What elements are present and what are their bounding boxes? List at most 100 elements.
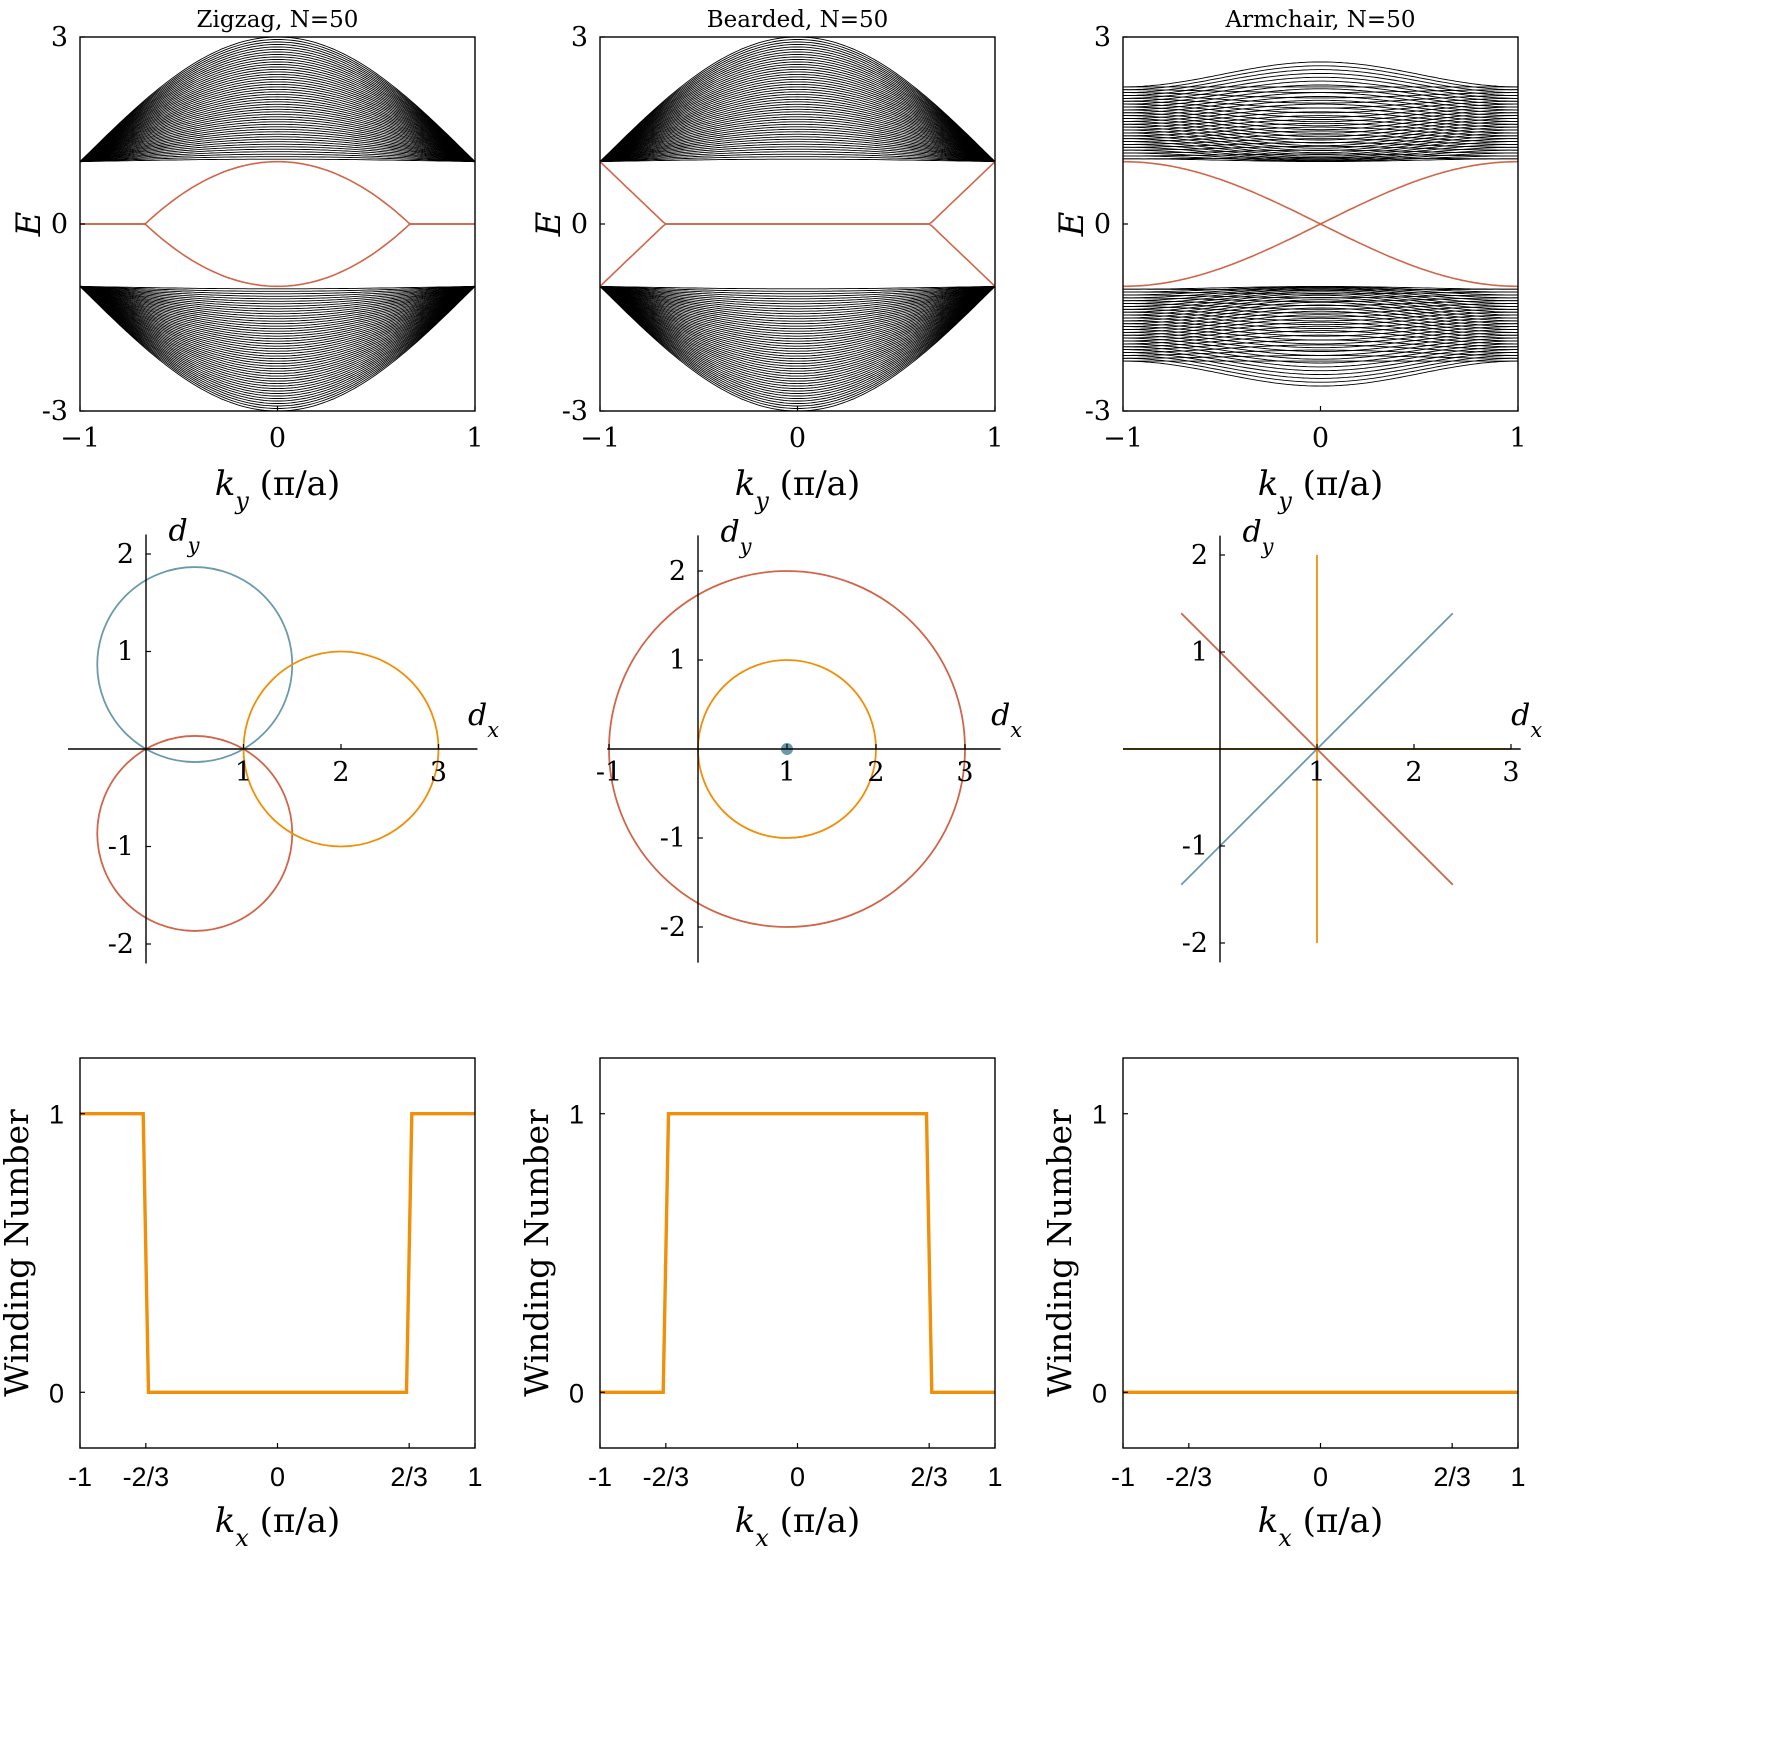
bulk-band xyxy=(600,141,995,163)
bulk-band xyxy=(1123,126,1518,147)
bulk-band xyxy=(1123,310,1518,330)
bulk-band xyxy=(80,285,475,317)
bulk-band xyxy=(600,285,995,312)
bulk-band xyxy=(600,61,995,163)
bulk-band xyxy=(600,78,995,163)
bulk-band xyxy=(80,285,475,372)
y-tick-label: 1 xyxy=(1191,637,1208,668)
x-tick-label: 2 xyxy=(332,757,349,788)
x-tick-label: 0 xyxy=(270,1462,285,1492)
bulk-band xyxy=(600,285,995,382)
d-x-axis-label: dx xyxy=(1511,698,1542,742)
bulk-band xyxy=(1123,130,1518,140)
bulk-band xyxy=(80,116,475,163)
bulk-band xyxy=(80,285,475,357)
bulk-band xyxy=(1123,323,1518,337)
x-tick-label: 1 xyxy=(1509,423,1526,454)
bulk-band xyxy=(80,46,475,163)
band-curves xyxy=(1123,61,1518,387)
bulk-band xyxy=(600,285,995,355)
winding-panel-1: 1 0 -1 -2/3 0 2/3 1 Winding Number kx (π/a) xyxy=(0,1057,483,1552)
d-y-axis-label: dy xyxy=(720,514,752,558)
bulk-band xyxy=(1123,100,1518,114)
bulk-band xyxy=(1123,155,1518,162)
bulk-band xyxy=(600,285,995,322)
bulk-band xyxy=(600,285,995,390)
y-tick-label: -1 xyxy=(660,823,686,854)
y-tick-label: 0 xyxy=(51,209,68,240)
y-tick-label: 2 xyxy=(669,556,686,587)
bulk-band xyxy=(600,285,995,315)
d-x-axis-label: dx xyxy=(468,698,499,742)
bulk-band xyxy=(1123,132,1518,152)
bulk-band xyxy=(80,54,475,163)
x-tick-label: 3 xyxy=(956,757,973,788)
bulk-band xyxy=(80,81,475,163)
edge-state xyxy=(600,161,995,225)
bulk-band xyxy=(80,98,475,163)
bulk-band xyxy=(1123,292,1518,310)
bulk-band xyxy=(80,151,475,163)
bulk-band xyxy=(80,285,475,360)
bulk-band xyxy=(80,285,475,377)
bulk-band xyxy=(600,285,995,342)
bulk-band xyxy=(80,285,475,292)
y-tick-label: 3 xyxy=(1094,22,1111,53)
bulk-band xyxy=(1123,314,1518,326)
bulk-band xyxy=(80,126,475,163)
bulk-band xyxy=(600,285,995,392)
bulk-band xyxy=(80,83,475,163)
bulk-band xyxy=(1123,120,1518,141)
d-space-panel-2: -1 1 2 3 2 1 -1 -2 dx dy xyxy=(596,514,1022,963)
bulk-band xyxy=(80,121,475,163)
edge-state xyxy=(80,223,475,288)
bulk-band xyxy=(600,151,995,163)
bulk-band xyxy=(80,285,475,332)
bulk-band xyxy=(1123,339,1518,351)
bulk-band xyxy=(600,66,995,163)
x-tick-label: -2/3 xyxy=(643,1462,690,1492)
bulk-band xyxy=(600,285,995,399)
x-tick-label: 1 xyxy=(466,423,483,454)
bulk-band xyxy=(600,285,995,317)
x-axis-label: kx (π/a) xyxy=(735,1501,860,1552)
bulk-band xyxy=(600,153,995,163)
bulk-band xyxy=(80,285,475,387)
x-tick-label: −1 xyxy=(60,423,100,454)
bulk-band xyxy=(80,285,475,297)
bulk-band xyxy=(600,285,995,385)
bulk-band xyxy=(80,158,475,163)
bulk-band xyxy=(80,138,475,163)
bulk-band xyxy=(600,91,995,163)
bulk-band xyxy=(1123,308,1518,318)
bulk-band xyxy=(600,93,995,163)
y-axis-label: Winding Number xyxy=(517,1109,556,1397)
bulk-band xyxy=(80,285,475,375)
x-tick-label: -1 xyxy=(1111,1462,1135,1492)
bulk-band xyxy=(600,133,995,163)
bulk-band xyxy=(80,44,475,163)
bulk-band xyxy=(80,285,475,290)
bulk-band xyxy=(1123,129,1518,149)
y-axis-label: Winding Number xyxy=(1040,1109,1079,1397)
bulk-band xyxy=(1123,135,1518,154)
bulk-band xyxy=(80,93,475,163)
bulk-band xyxy=(80,73,475,163)
band-curves xyxy=(80,37,475,411)
bulk-band xyxy=(80,285,475,370)
bulk-band xyxy=(80,285,475,312)
bulk-band xyxy=(600,285,995,394)
bulk-band xyxy=(600,76,995,163)
x-tick-label: 3 xyxy=(1502,757,1519,788)
y-tick-label: 0 xyxy=(569,1378,584,1408)
bulk-band xyxy=(600,285,995,372)
x-tick-label: 2 xyxy=(867,757,884,788)
bulk-band xyxy=(600,285,995,387)
x-tick-label: 1 xyxy=(987,1462,1002,1492)
bulk-band xyxy=(600,285,995,340)
bulk-band xyxy=(600,285,995,347)
y-tick-label: -3 xyxy=(42,396,68,427)
bulk-band xyxy=(600,285,995,380)
bulk-band xyxy=(1123,61,1518,88)
